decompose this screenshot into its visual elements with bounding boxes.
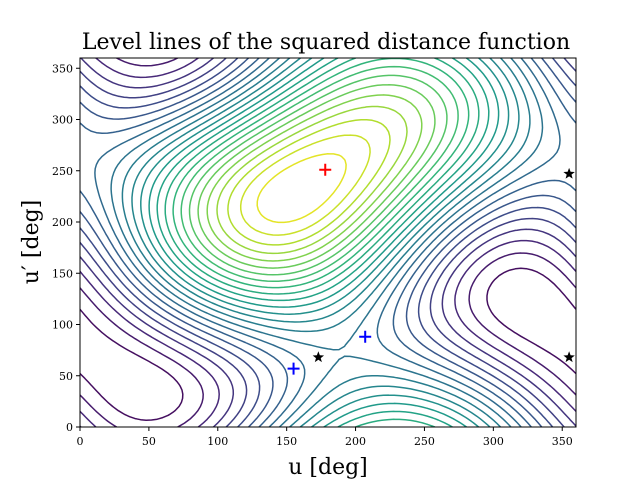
plot-frame	[79, 57, 577, 428]
x-tick-label: 250	[414, 435, 435, 448]
contour-level	[80, 58, 576, 427]
x-axis-ticks: 0 50 100 150 200 250 300 350	[77, 427, 573, 448]
y-tick-label: 100	[52, 319, 73, 332]
y-tick-label: 0	[66, 421, 73, 434]
contour-level	[188, 74, 448, 276]
y-tick-label: 50	[59, 370, 73, 383]
contour-level	[110, 58, 544, 427]
y-axis-ticks: 0 50 100 150 200 250 300 350	[52, 62, 80, 434]
chart-title: Level lines of the squared distance func…	[82, 30, 570, 55]
contour-level	[206, 94, 423, 262]
x-tick-label: 100	[207, 435, 228, 448]
contour-level	[227, 118, 391, 246]
x-tick-label: 50	[142, 435, 156, 448]
star-marker	[312, 351, 325, 363]
x-tick-label: 350	[552, 435, 573, 448]
x-tick-label: 0	[77, 435, 84, 448]
contour-level	[197, 83, 436, 269]
contour-level	[239, 134, 371, 236]
max-plus-marker	[319, 163, 332, 176]
contour-level	[121, 58, 531, 427]
contour-level	[80, 267, 576, 421]
contour-level	[164, 58, 480, 427]
contour-level	[94, 58, 561, 427]
y-tick-label: 250	[52, 165, 73, 178]
star-marker	[563, 351, 575, 363]
y-tick-label: 350	[52, 62, 73, 75]
contour-level	[80, 58, 576, 427]
star-marker	[563, 167, 575, 179]
y-tick-label: 150	[52, 267, 73, 280]
x-tick-label: 200	[345, 435, 366, 448]
contour-level	[256, 153, 347, 224]
contour-level	[172, 58, 470, 289]
contour-level	[80, 58, 576, 427]
contour-level	[80, 58, 576, 427]
y-axis-label: u′ [deg]	[19, 200, 44, 285]
x-tick-label: 150	[276, 435, 297, 448]
contour-level	[140, 58, 510, 427]
x-tick-label: 300	[483, 435, 504, 448]
contour-level	[148, 58, 500, 427]
contour-level	[80, 58, 576, 427]
contour-level	[216, 105, 408, 255]
y-tick-label: 300	[52, 114, 73, 127]
contour-level	[180, 65, 459, 283]
y-tick-label: 200	[52, 216, 73, 229]
critical-point-markers	[287, 163, 575, 375]
blue-plus-marker	[287, 362, 300, 375]
contour-lines	[80, 58, 576, 427]
blue-plus-marker	[359, 330, 372, 343]
x-axis-label: u [deg]	[288, 455, 368, 480]
contour-level	[80, 58, 576, 427]
